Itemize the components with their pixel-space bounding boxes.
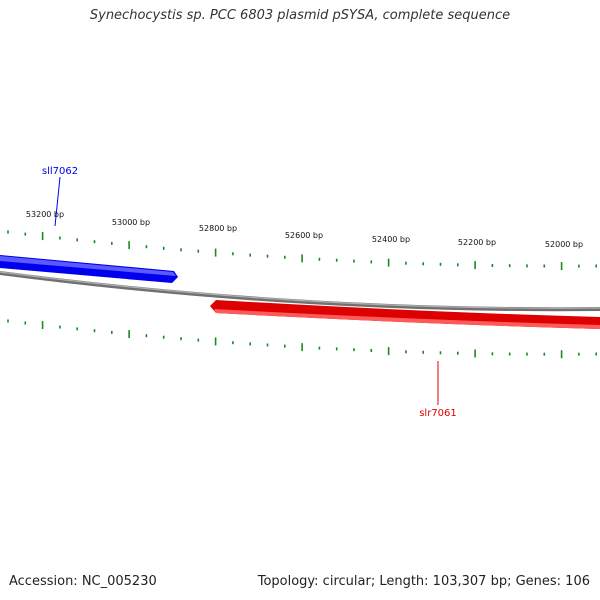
- ruler-label: 52800 bp: [199, 224, 237, 233]
- gene-slr7061-shine: [214, 309, 600, 329]
- ruler-label: 52600 bp: [285, 231, 323, 240]
- ruler-label: 52400 bp: [372, 235, 410, 244]
- sequence-backbone-highlight: [0, 271, 600, 309]
- ruler-label: 52200 bp: [458, 238, 496, 247]
- accession-text: Accession: NC_005230: [9, 574, 157, 589]
- page-title: Synechocystis sp. PCC 6803 plasmid pSYSA…: [89, 8, 511, 23]
- sequence-backbone: [0, 271, 600, 312]
- sequence-stats: Topology: circular; Length: 103,307 bp; …: [257, 574, 590, 589]
- gene-sll7062-leader: [54, 176, 61, 227]
- gene-slr7061[interactable]: [210, 300, 600, 329]
- gene-label-sll7062: sll7062: [42, 166, 78, 177]
- gene-sll7062-shine: [0, 256, 176, 276]
- outer-tick-track: [7, 230, 598, 271]
- ruler-label: 52000 bp: [545, 240, 583, 249]
- ruler-label: 53200 bp: [26, 210, 64, 219]
- gene-label-slr7061: slr7061: [419, 408, 457, 419]
- inner-tick-track: [7, 319, 598, 359]
- ruler-label: 53000 bp: [112, 218, 150, 227]
